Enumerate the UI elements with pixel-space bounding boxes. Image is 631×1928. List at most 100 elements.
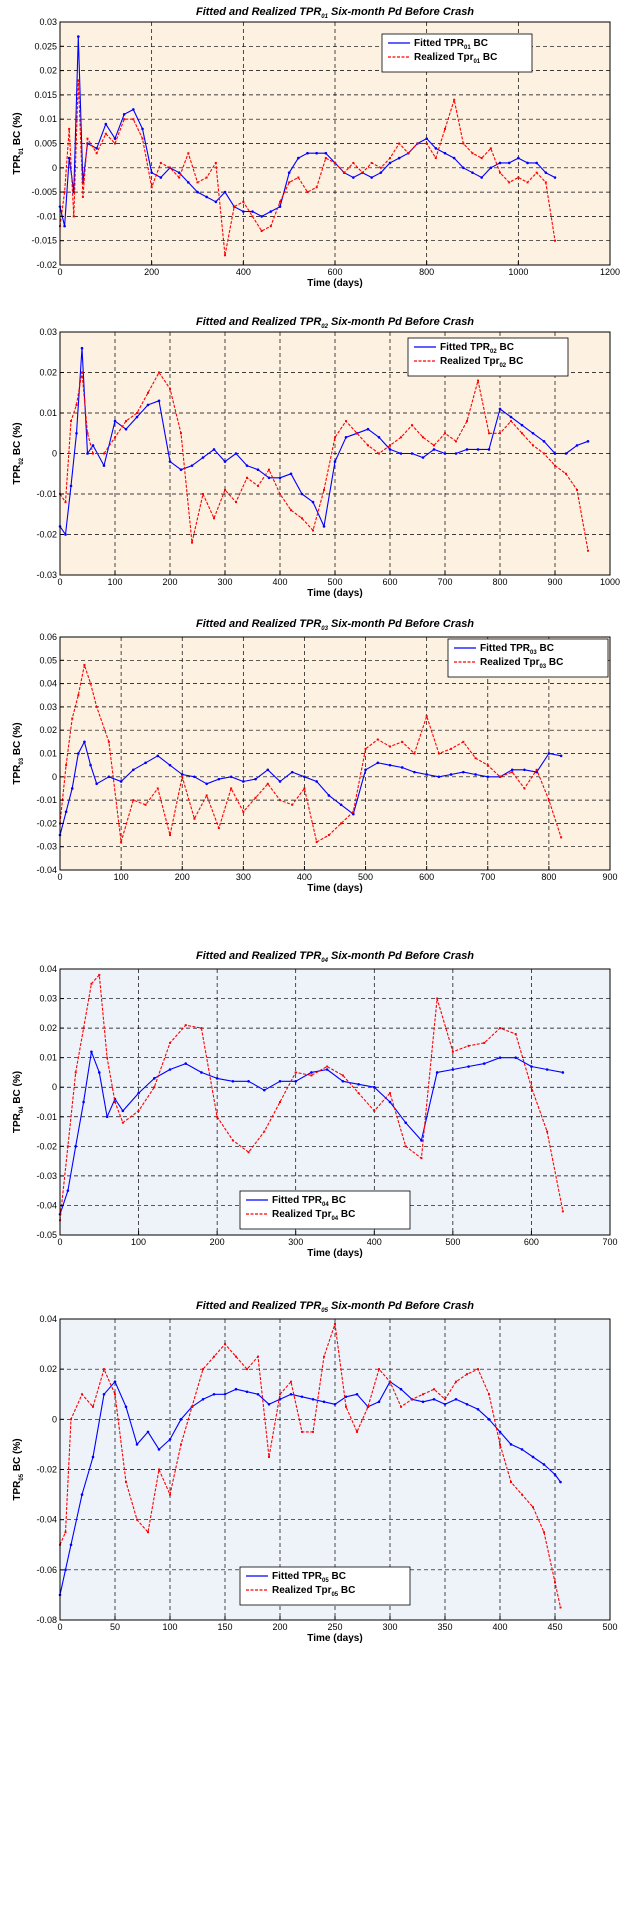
data-point-realized	[356, 1430, 358, 1433]
legend-box	[239, 1190, 411, 1230]
data-point-realized	[213, 1355, 215, 1358]
data-point-fitted	[269, 210, 273, 213]
data-point-realized	[340, 822, 343, 825]
data-point-realized	[98, 973, 101, 976]
data-point-realized	[104, 132, 107, 135]
x-tick-label: 500	[358, 872, 373, 882]
y-tick-label: 0.005	[34, 139, 57, 149]
data-point-realized	[169, 834, 171, 837]
y-tick-label: -0.08	[36, 1615, 57, 1625]
data-point-realized	[224, 488, 226, 491]
data-point-realized	[81, 195, 84, 198]
data-point-realized	[231, 1139, 234, 1142]
data-point-realized	[389, 1380, 391, 1383]
data-point-realized	[466, 420, 468, 423]
chart-panel-5: Fitted and Realized TPR05 Six-month Pd B…	[0, 1295, 631, 1655]
data-point-fitted	[251, 210, 254, 213]
data-point-realized	[576, 488, 578, 491]
data-point-realized	[178, 176, 181, 179]
x-tick-label: 700	[480, 872, 495, 882]
data-point-realized	[63, 191, 66, 194]
chart-title: Fitted and Realized TPR03 Six-month Pd B…	[196, 618, 474, 632]
data-point-realized	[451, 1050, 454, 1053]
x-tick-label: 350	[437, 1622, 452, 1632]
data-point-fitted	[510, 768, 514, 772]
data-point-fitted	[254, 777, 257, 781]
data-point-realized	[279, 493, 281, 495]
data-point-realized	[235, 501, 237, 504]
data-point-realized	[474, 757, 477, 760]
data-point-fitted	[102, 1392, 106, 1396]
data-point-realized	[242, 200, 245, 203]
x-axis-label: Time (days)	[307, 1633, 362, 1644]
x-tick-label: 0	[57, 267, 62, 277]
data-point-fitted	[434, 147, 438, 150]
data-point-realized	[200, 1027, 203, 1030]
data-point-fitted	[156, 754, 160, 758]
data-point-realized	[560, 836, 563, 839]
data-point-fitted	[86, 452, 89, 455]
data-point-fitted	[437, 775, 441, 779]
y-tick-label: 0.03	[39, 702, 57, 712]
data-point-fitted	[201, 456, 205, 459]
data-point-realized	[137, 1109, 140, 1112]
data-point-fitted	[74, 1145, 78, 1148]
data-point-realized	[181, 775, 184, 778]
data-point-realized	[345, 1405, 347, 1408]
data-point-realized	[433, 444, 435, 447]
data-point-realized	[158, 371, 160, 374]
data-point-fitted	[113, 1380, 117, 1384]
data-point-realized	[398, 142, 401, 145]
legend-label-fitted: Fitted TPR02 BC	[440, 342, 514, 355]
data-point-realized	[77, 694, 80, 697]
data-point-fitted	[474, 773, 477, 776]
data-point-fitted	[256, 468, 260, 471]
data-point-fitted	[366, 427, 370, 431]
data-point-realized	[114, 142, 116, 145]
legend-label-fitted: Fitted TPR05 BC	[272, 1571, 346, 1584]
data-point-realized	[202, 1368, 204, 1371]
data-point-fitted	[113, 137, 117, 140]
data-point-realized	[191, 541, 193, 544]
data-point-realized	[303, 787, 306, 790]
data-point-fitted	[67, 156, 71, 160]
x-tick-label: 100	[162, 1622, 177, 1632]
y-tick-label: 0.02	[39, 1364, 57, 1374]
data-point-realized	[466, 1373, 468, 1376]
data-point-fitted	[443, 452, 447, 455]
data-point-realized	[356, 432, 358, 435]
data-point-fitted	[553, 1473, 557, 1476]
data-point-realized	[499, 171, 501, 174]
y-tick-label: 0.03	[39, 994, 57, 1004]
data-point-realized	[268, 468, 270, 471]
data-point-realized	[404, 1145, 407, 1148]
data-point-realized	[260, 229, 263, 232]
data-point-fitted	[388, 763, 392, 767]
data-point-fitted	[289, 1392, 293, 1396]
data-point-fitted	[310, 1071, 313, 1074]
data-point-realized	[114, 436, 116, 439]
data-point-realized	[279, 799, 281, 802]
data-point-fitted	[141, 127, 144, 131]
data-point-fitted	[234, 452, 238, 455]
data-point-realized	[202, 493, 204, 495]
x-tick-label: 300	[288, 1237, 303, 1247]
data-point-realized	[422, 1393, 424, 1396]
data-point-realized	[462, 142, 465, 145]
data-point-fitted	[260, 215, 263, 218]
data-point-fitted	[113, 419, 117, 423]
data-point-fitted	[287, 171, 291, 174]
data-point-realized	[434, 157, 437, 160]
data-point-realized	[341, 1074, 344, 1077]
data-point-fitted	[542, 1463, 546, 1466]
data-point-realized	[103, 452, 105, 455]
x-tick-label: 200	[272, 1622, 287, 1632]
data-point-fitted	[498, 407, 502, 411]
data-point-fitted	[180, 773, 184, 776]
y-axis-label: TPR05 BC (%)	[12, 1438, 25, 1500]
data-point-realized	[147, 391, 149, 394]
x-tick-label: 600	[524, 1237, 539, 1247]
data-point-realized	[266, 782, 269, 785]
data-point-realized	[543, 452, 545, 455]
